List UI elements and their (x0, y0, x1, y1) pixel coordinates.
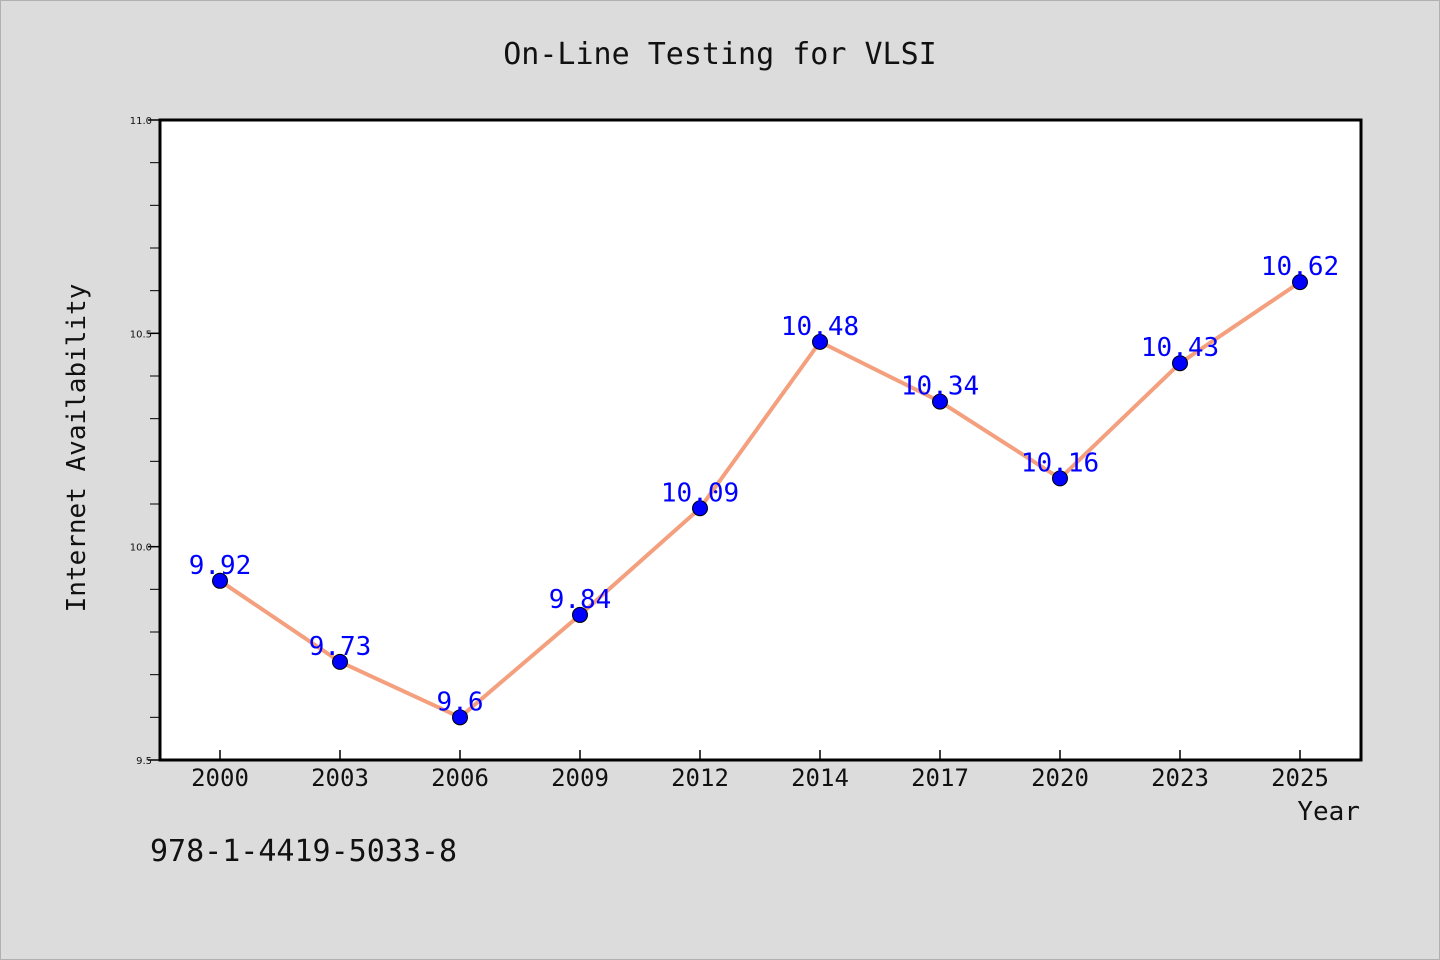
x-tick-label: 2006 (431, 764, 489, 792)
y-axis: 9.5 10.0 10.5 11.0 (130, 116, 160, 767)
data-point (212, 572, 228, 589)
x-tick-label: 2009 (551, 764, 609, 792)
data-point (932, 393, 948, 410)
y-axis-label: Internet Availability (62, 284, 92, 613)
data-point (1292, 274, 1308, 291)
y-tick-label: 10.5 (130, 329, 152, 340)
data-markers (212, 274, 1308, 726)
x-tick-label: 2023 (1151, 764, 1209, 792)
x-tick-label: 2020 (1031, 764, 1089, 792)
x-tick-label: 2003 (311, 764, 369, 792)
y-tick-label: 10.0 (130, 543, 152, 554)
y-tick-label: 9.5 (136, 756, 152, 767)
data-point (572, 606, 588, 623)
data-point (1172, 355, 1188, 372)
data-label: 10.09 (661, 478, 739, 508)
chart-title: On-Line Testing for VLSI (503, 37, 936, 72)
data-label: 10.48 (781, 312, 859, 342)
data-label: 10.43 (1141, 333, 1219, 363)
series-line (218, 280, 1302, 720)
x-tick-label: 2025 (1271, 764, 1329, 792)
x-axis-label: Year (1297, 797, 1360, 827)
x-tick-label: 2012 (671, 764, 729, 792)
x-tick-label: 2000 (191, 764, 249, 792)
data-point (812, 333, 828, 350)
y-tick-label: 11.0 (130, 116, 152, 127)
data-label: 9.92 (189, 551, 252, 581)
x-tick-label: 2014 (791, 764, 849, 792)
plot-area (158, 118, 1363, 762)
isbn-text: 978-1-4419-5033-8 (150, 834, 458, 869)
data-point (452, 709, 468, 726)
data-labels: 9.92 9.73 9.6 9.84 10.09 10.48 10.34 10.16 10.43… (189, 252, 1339, 717)
x-tick-label: 2017 (911, 764, 969, 792)
data-label: 9.84 (549, 585, 612, 615)
data-label: 10.34 (901, 372, 979, 402)
data-point (1052, 470, 1068, 487)
data-label: 9.6 (437, 687, 484, 717)
data-point (332, 653, 348, 670)
data-label: 9.73 (309, 632, 372, 662)
data-point (692, 500, 708, 517)
x-axis: 2000 2003 2006 2009 2012 2014 2017 2020 2023 2025 (191, 750, 1329, 792)
data-label: 10.62 (1261, 252, 1339, 282)
data-label: 10.16 (1021, 448, 1099, 478)
